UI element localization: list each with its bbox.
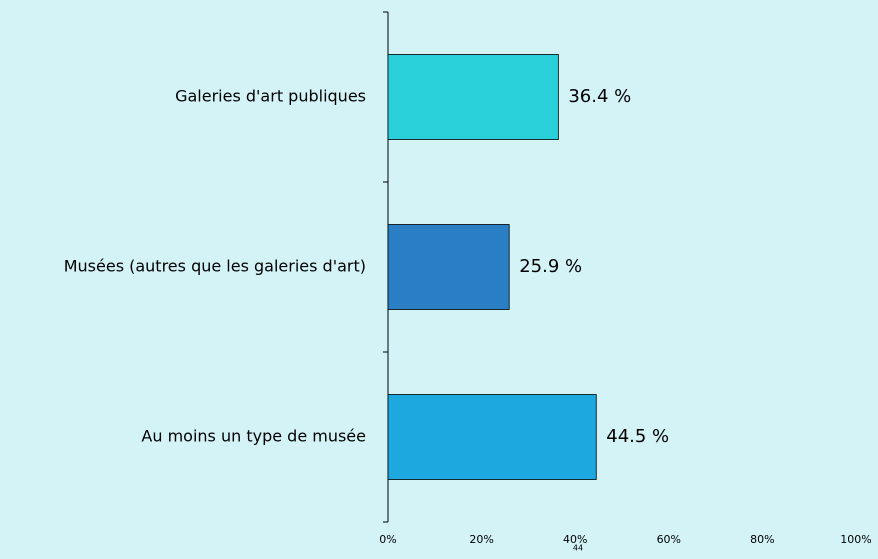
value-label: 44.5 %	[606, 426, 669, 447]
bar	[387, 394, 597, 480]
bar	[387, 54, 559, 140]
value-label: 36.4 %	[568, 86, 631, 107]
page-number: 44	[573, 544, 583, 553]
category-label: Au moins un type de musée	[141, 427, 366, 446]
x-tick-label: 0%	[379, 533, 396, 546]
x-tick-label: 100%	[840, 533, 871, 546]
x-tick-label: 40%	[563, 533, 587, 546]
x-tick-label: 80%	[750, 533, 774, 546]
category-label: Musées (autres que les galeries d'art)	[64, 257, 366, 276]
category-label: Galeries d'art publiques	[175, 87, 366, 106]
x-tick-label: 60%	[657, 533, 681, 546]
x-tick-label: 20%	[469, 533, 493, 546]
value-label: 25.9 %	[519, 256, 582, 277]
bar	[387, 224, 510, 310]
